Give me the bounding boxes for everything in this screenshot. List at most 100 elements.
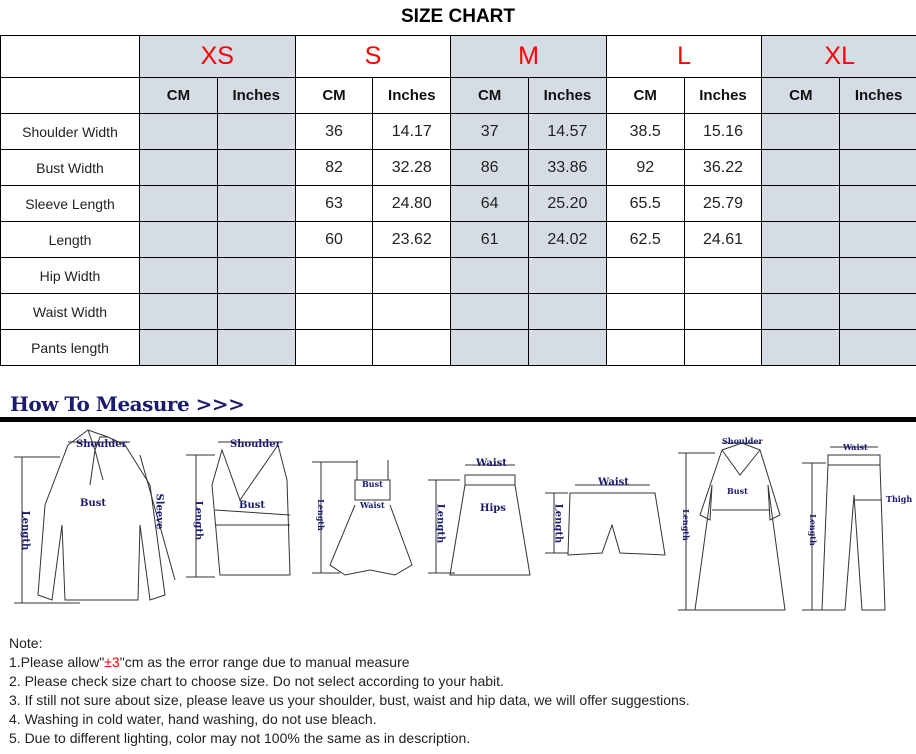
table-row: Sleeve Length 63 24.80 64 25.20 65.5 25.79 xyxy=(0,185,916,222)
measurement-cell: 24.80 xyxy=(372,185,452,222)
measurement-cell xyxy=(139,113,218,150)
measurement-cell: 65.5 xyxy=(605,185,685,222)
measurement-cell xyxy=(294,293,374,330)
note-5: 5. Due to different lighting, color may … xyxy=(9,730,471,746)
skirt-hips-label: Hips xyxy=(480,503,506,514)
skirt-waist-label: Waist xyxy=(476,458,507,469)
measurement-cell xyxy=(294,329,374,366)
measurement-cell xyxy=(139,185,218,222)
measurement-cell xyxy=(139,257,218,294)
measurement-cell xyxy=(139,149,218,186)
unit-header: CM xyxy=(605,77,685,114)
table-row: Pants length xyxy=(0,329,916,366)
measurement-cell: 62.5 xyxy=(605,221,685,258)
unit-header: Inches xyxy=(683,77,763,114)
measurement-cell xyxy=(528,293,607,330)
top-bust-label: Bust xyxy=(239,500,265,511)
row-label: Length xyxy=(0,221,140,258)
skirt-illustration xyxy=(428,464,531,576)
note-3: 3. If still not sure about size, please … xyxy=(9,692,690,708)
unit-header: CM xyxy=(761,77,841,114)
note-1: 1.Please allow"±3"cm as the error range … xyxy=(9,653,690,672)
measurement-cell: 63 xyxy=(294,185,374,222)
measurement-cell xyxy=(683,293,763,330)
note-1-tolerance: ±3 xyxy=(104,654,120,670)
size-table: XS S M L XL CM Inches CM Inches CM Inches CM Inches C… xyxy=(0,35,916,366)
size-header-xl: XL xyxy=(761,35,916,78)
measurement-cell xyxy=(761,293,841,330)
measurement-cell xyxy=(605,293,685,330)
tank-top-illustration xyxy=(186,441,291,578)
measurement-cell xyxy=(528,257,607,294)
measurement-cell: 36.22 xyxy=(683,149,763,186)
shorts-illustration xyxy=(545,484,666,556)
measurement-cell xyxy=(839,221,916,258)
measurement-cell xyxy=(372,293,452,330)
measurement-cell xyxy=(216,149,296,186)
measurement-cell: 24.02 xyxy=(528,221,607,258)
unit-header: Inches xyxy=(528,77,607,114)
corner-cell xyxy=(0,35,140,78)
coat-bust-label: Bust xyxy=(727,486,748,496)
garment-illustrations xyxy=(14,429,886,611)
measurement-cell xyxy=(216,221,296,258)
unit-header: CM xyxy=(294,77,374,114)
measurement-cell: 32.28 xyxy=(372,149,452,186)
measurement-cell: 37 xyxy=(450,113,529,150)
measurement-cell: 82 xyxy=(294,149,374,186)
jacket-sleeve-label: Sleeve xyxy=(153,493,165,530)
top-length-label: Length xyxy=(192,500,204,541)
how-to-measure-heading: How To Measure >>> xyxy=(10,392,245,416)
unit-header: CM xyxy=(139,77,218,114)
size-header-l: L xyxy=(605,35,763,78)
measurement-cell xyxy=(450,329,529,366)
measurement-cell xyxy=(839,329,916,366)
pants-waist-label: Waist xyxy=(843,442,868,452)
measurement-cell xyxy=(139,329,218,366)
measurement-cell xyxy=(216,185,296,222)
page-title: SIZE CHART xyxy=(401,6,515,27)
measurement-cell: 14.57 xyxy=(528,113,607,150)
measurement-cell xyxy=(528,329,607,366)
size-header-xs: XS xyxy=(139,35,296,78)
note-1-text-end: "cm as the error range due to manual mea… xyxy=(119,654,410,670)
measurement-cell xyxy=(761,257,841,294)
table-row: Hip Width xyxy=(0,257,916,294)
top-shoulder-label: Shoulder xyxy=(230,439,281,450)
note-4: 4. Washing in cold water, hand washing, … xyxy=(9,711,377,727)
measurement-cell xyxy=(216,257,296,294)
measurement-cell xyxy=(839,113,916,150)
measurement-cell xyxy=(372,257,452,294)
unit-header: Inches xyxy=(216,77,296,114)
measurement-cell: 25.20 xyxy=(528,185,607,222)
unit-header: CM xyxy=(450,77,529,114)
coat-length-label: Length xyxy=(680,509,691,541)
pants-illustration xyxy=(802,446,886,611)
pants-thigh-label: Thigh xyxy=(886,494,913,504)
measurement-cell: 36 xyxy=(294,113,374,150)
measurement-cell: 25.79 xyxy=(683,185,763,222)
measurement-cell: 14.17 xyxy=(372,113,452,150)
jacket-illustration xyxy=(14,429,176,604)
measurement-cell: 15.16 xyxy=(683,113,763,150)
measurement-cell: 24.61 xyxy=(683,221,763,258)
measurement-cell xyxy=(450,257,529,294)
row-label: Pants length xyxy=(0,329,140,366)
unit-header-row: CM Inches CM Inches CM Inches CM Inches CM Inches xyxy=(0,77,916,114)
dress-length-label: Length xyxy=(315,499,326,531)
measurement-cell xyxy=(761,329,841,366)
jacket-shoulder-label: Shoulder xyxy=(76,439,127,450)
coat-shoulder-label: Shoulder xyxy=(722,436,763,446)
table-row: Shoulder Width 36 14.17 37 14.57 38.5 15.16 xyxy=(0,113,916,150)
row-label: Waist Width xyxy=(0,293,140,330)
measurement-cell xyxy=(683,257,763,294)
unit-header: Inches xyxy=(839,77,916,114)
measurement-cell xyxy=(216,293,296,330)
row-label: Sleeve Length xyxy=(0,185,140,222)
row-label: Bust Width xyxy=(0,149,140,186)
measurement-cell: 61 xyxy=(450,221,529,258)
divider xyxy=(0,417,916,422)
measurement-cell xyxy=(839,149,916,186)
measurement-cell xyxy=(372,329,452,366)
